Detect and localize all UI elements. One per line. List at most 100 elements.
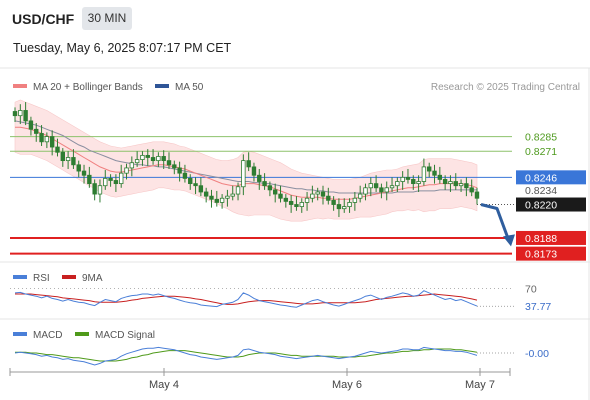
candle-body [320,191,326,197]
candle-body [18,110,23,117]
candle-body [257,174,262,182]
candle-body [161,156,166,162]
support-2-label-box [516,246,586,261]
candle-body [34,128,39,134]
candle-body [262,181,267,187]
candle-body [294,204,299,208]
candle-body [389,185,395,189]
pivot-label: 0.8246 [525,172,557,184]
bollinger-band [14,99,478,222]
candle-body [103,177,108,187]
rsi-legend-label: RSI [33,273,50,284]
candle-body [76,164,81,172]
candle-body [156,156,161,162]
candle-body [326,195,331,201]
candle-body [347,202,352,208]
candle-body [448,181,453,185]
rsi-legend-swatch [13,275,27,279]
macd-signal-line [15,348,478,362]
candle-body [437,174,443,180]
candle-body [283,197,289,202]
macd-line [14,346,478,366]
rsi-ma-legend-swatch [62,275,76,279]
candle-body [55,146,60,153]
ma20-line [15,126,478,200]
timestamp-label: Tuesday, May 6, 2025 8:07:17 PM CET [13,41,232,55]
candle-body [81,170,87,176]
candle-body [71,157,76,166]
candle-body [129,162,135,169]
candle-body [193,183,198,187]
candle-body [23,110,28,122]
candle-body [299,202,304,208]
candle-body [310,193,315,199]
rsi-last-value: 37.77 [525,301,551,313]
candle-body [368,183,373,189]
pivot-label-box [516,170,586,185]
candle-body [230,193,235,197]
ma50-legend-swatch [155,84,169,88]
ma20-legend-swatch [13,84,27,88]
research-credit: Research © 2025 Trading Central [431,82,580,93]
bollinger-band-area [14,99,478,222]
candle-body [108,177,113,181]
candle-body [357,193,363,199]
candle-body [225,195,230,199]
macd-legend-swatch [13,332,27,336]
candle-body [331,199,336,205]
x-tick-label: May 4 [149,379,179,391]
candle-body [140,154,145,160]
candle-body [336,204,342,210]
candle-body [342,206,347,210]
forecast-arrow-path [480,203,510,239]
candle-body [373,183,379,189]
candle-body [278,193,283,199]
rsi-ma-legend-label: 9MA [82,273,103,284]
rsi-panel: 70 37.77 [10,284,551,313]
candle-body [315,191,320,195]
timeframe-button[interactable]: 30 MIN [82,7,132,30]
macd-signal-legend-label: MACD Signal [95,330,155,341]
forecast-arrow [480,203,515,247]
x-tick-label: May 7 [465,379,495,391]
candle-body [288,200,294,205]
candle-body [474,191,480,199]
candle-body [442,179,448,185]
ma50-line [14,120,477,194]
candle-body [453,181,458,187]
band-value-label: 0.8234 [525,185,557,197]
resistance-2-label: 0.8285 [525,132,557,144]
candle-body [209,195,214,200]
macd-signal-legend-swatch [75,332,89,336]
candle-body [113,180,119,185]
candle-body [432,170,437,176]
candle-body [379,187,384,193]
candle-body [119,172,124,185]
candle-body [60,151,65,162]
candle-body [421,166,427,182]
candle-body [97,185,103,195]
ma20-legend-label: MA 20 + Bollinger Bands [33,82,143,93]
candle-body [87,174,92,185]
candle-body [411,179,416,185]
candle-body [65,157,71,162]
x-axis-ticks: May 4 May 6 May 7 [149,368,495,391]
rsi-ma-line [15,293,478,305]
forecast-arrow-head [503,234,515,247]
candle-body [395,181,400,187]
candle-body [188,177,193,185]
candle-body [44,136,50,143]
moving-averages [14,120,478,200]
macd-last-value: -0.00 [525,348,549,360]
candle-body [352,197,358,203]
candle-body [363,187,368,195]
candle-body [219,197,225,203]
resistance-1-label: 0.8271 [525,146,557,158]
candle-body [400,176,405,182]
candle-body [145,154,150,158]
candle-body [251,166,257,176]
candle-body [124,167,129,174]
symbol-label: USD/CHF [12,11,75,27]
candle-body [273,189,278,195]
